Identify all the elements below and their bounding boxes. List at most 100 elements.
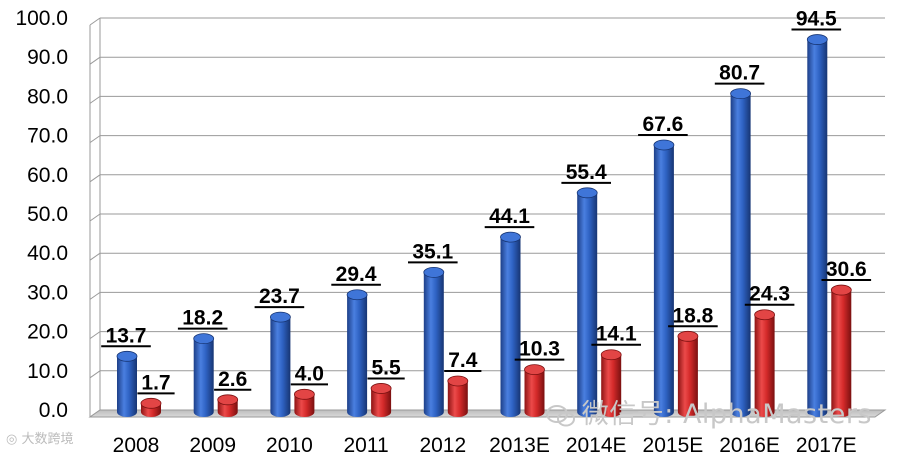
bar-red: [830, 284, 852, 417]
value-label-red: 14.1: [596, 323, 637, 346]
y-tick-label: 30.0: [27, 281, 68, 304]
y-tick-label: 70.0: [27, 125, 68, 148]
y-tick-label: 20.0: [27, 321, 68, 344]
x-tick-label: 2010: [266, 434, 313, 457]
bar-top: [754, 309, 775, 321]
bar-top: [370, 383, 392, 394]
bar-blue: [806, 34, 828, 418]
value-label-red: 10.3: [519, 338, 560, 361]
x-tick-label: 2017E: [796, 434, 857, 457]
bar-red: [600, 349, 622, 417]
watermark: 微信号: AlphaMasters: [545, 392, 872, 431]
bar-body: [447, 380, 468, 417]
bar-body: [524, 369, 545, 417]
value-label-blue: 13.7: [106, 324, 147, 347]
y-tick-label: 90.0: [27, 46, 68, 69]
value-label-blue: 94.5: [796, 8, 837, 31]
x-tick-label: 2008: [113, 434, 160, 457]
bar-top: [524, 364, 545, 376]
value-label-red: 7.4: [448, 349, 478, 372]
grid: [89, 17, 885, 418]
value-label-blue: 23.7: [259, 285, 300, 308]
y-tick-label: 0.0: [39, 399, 68, 422]
value-label-red: 18.8: [672, 304, 713, 327]
bar-red: [447, 375, 469, 417]
value-label-red: 24.3: [749, 283, 790, 306]
y-tick-label: 80.0: [27, 85, 68, 108]
bar-body: [117, 356, 137, 417]
bar-body: [653, 145, 674, 417]
watermark-text: 微信号: AlphaMasters: [581, 399, 872, 430]
bar-body: [807, 39, 828, 418]
bar-top: [423, 267, 445, 278]
bar-top: [730, 88, 751, 100]
gridline-depth: [89, 95, 101, 104]
wechat-icon: [545, 404, 575, 426]
bar-top: [830, 284, 852, 296]
bar-blue: [653, 139, 675, 417]
y-tick-label: 50.0: [27, 203, 68, 226]
bar-body: [371, 388, 392, 417]
bar-top: [600, 349, 622, 361]
bar-top: [140, 397, 162, 409]
bar-blue: [500, 231, 521, 417]
x-tick-label: 2011: [344, 434, 389, 457]
bar-red: [754, 309, 775, 417]
bar-top: [217, 394, 239, 406]
value-label-blue: 44.1: [489, 205, 530, 228]
bar-body: [347, 294, 368, 417]
x-tick-label: 2009: [189, 434, 236, 457]
value-label-red: 30.6: [826, 258, 867, 281]
value-label-blue: 29.4: [336, 263, 377, 286]
bar-body: [601, 354, 622, 417]
gridline-depth: [89, 370, 101, 379]
bar-body: [294, 394, 315, 417]
bars: [116, 34, 852, 418]
gridline-depth: [89, 213, 101, 222]
weibo-icon: ◎: [6, 432, 18, 447]
bar-top: [346, 289, 368, 301]
bar-red: [293, 388, 315, 417]
value-label-blue: 18.2: [182, 307, 223, 330]
value-label-blue: 80.7: [719, 62, 760, 85]
y-tick-label: 60.0: [27, 164, 68, 187]
gridline-depth: [89, 291, 101, 300]
y-tick-label: 40.0: [27, 242, 68, 265]
gridline-depth: [89, 17, 101, 26]
x-tick-label: 2016E: [719, 434, 780, 457]
bar-body: [577, 192, 598, 417]
bar-body: [730, 93, 751, 417]
x-tick-label: 2012: [419, 434, 466, 457]
bar-blue: [269, 311, 291, 417]
bar-top: [269, 311, 291, 323]
x-tick-label: 2013E: [489, 434, 550, 457]
bar-top: [806, 34, 828, 45]
bar-body: [831, 290, 852, 417]
bar-body: [270, 317, 291, 417]
data-labels: 13.7 1.7 18.2 2.6 23.7 4.0 29.4 5.5 35.1 7.4 44.1 1…: [101, 8, 872, 395]
gridline-depth: [89, 56, 101, 65]
bar-body: [677, 336, 698, 417]
bar-red: [370, 383, 392, 417]
value-label-blue: 67.6: [642, 113, 683, 136]
value-label-red: 1.7: [141, 371, 170, 394]
bar-red: [140, 397, 162, 417]
bar-red: [677, 330, 699, 417]
y-axis: 0.0 10.0 20.0 30.0 40.0 50.0 60.0 70.0 80.0 90.0 1…: [15, 7, 101, 422]
bar-body: [754, 314, 775, 417]
gridline-depth: [89, 331, 101, 340]
gridline-depth: [89, 135, 101, 144]
bar-blue: [423, 267, 445, 417]
bar-top: [576, 187, 598, 199]
x-tick-label: 2014E: [566, 434, 627, 457]
bar-top: [447, 375, 469, 387]
bar-body: [423, 272, 444, 417]
bar-blue: [346, 289, 368, 417]
value-label-blue: 55.4: [566, 161, 607, 184]
gridline-depth: [89, 174, 101, 183]
bar-blue: [730, 88, 751, 417]
bar-blue: [576, 187, 598, 417]
bar-top: [116, 350, 138, 362]
bar-body: [500, 237, 521, 417]
